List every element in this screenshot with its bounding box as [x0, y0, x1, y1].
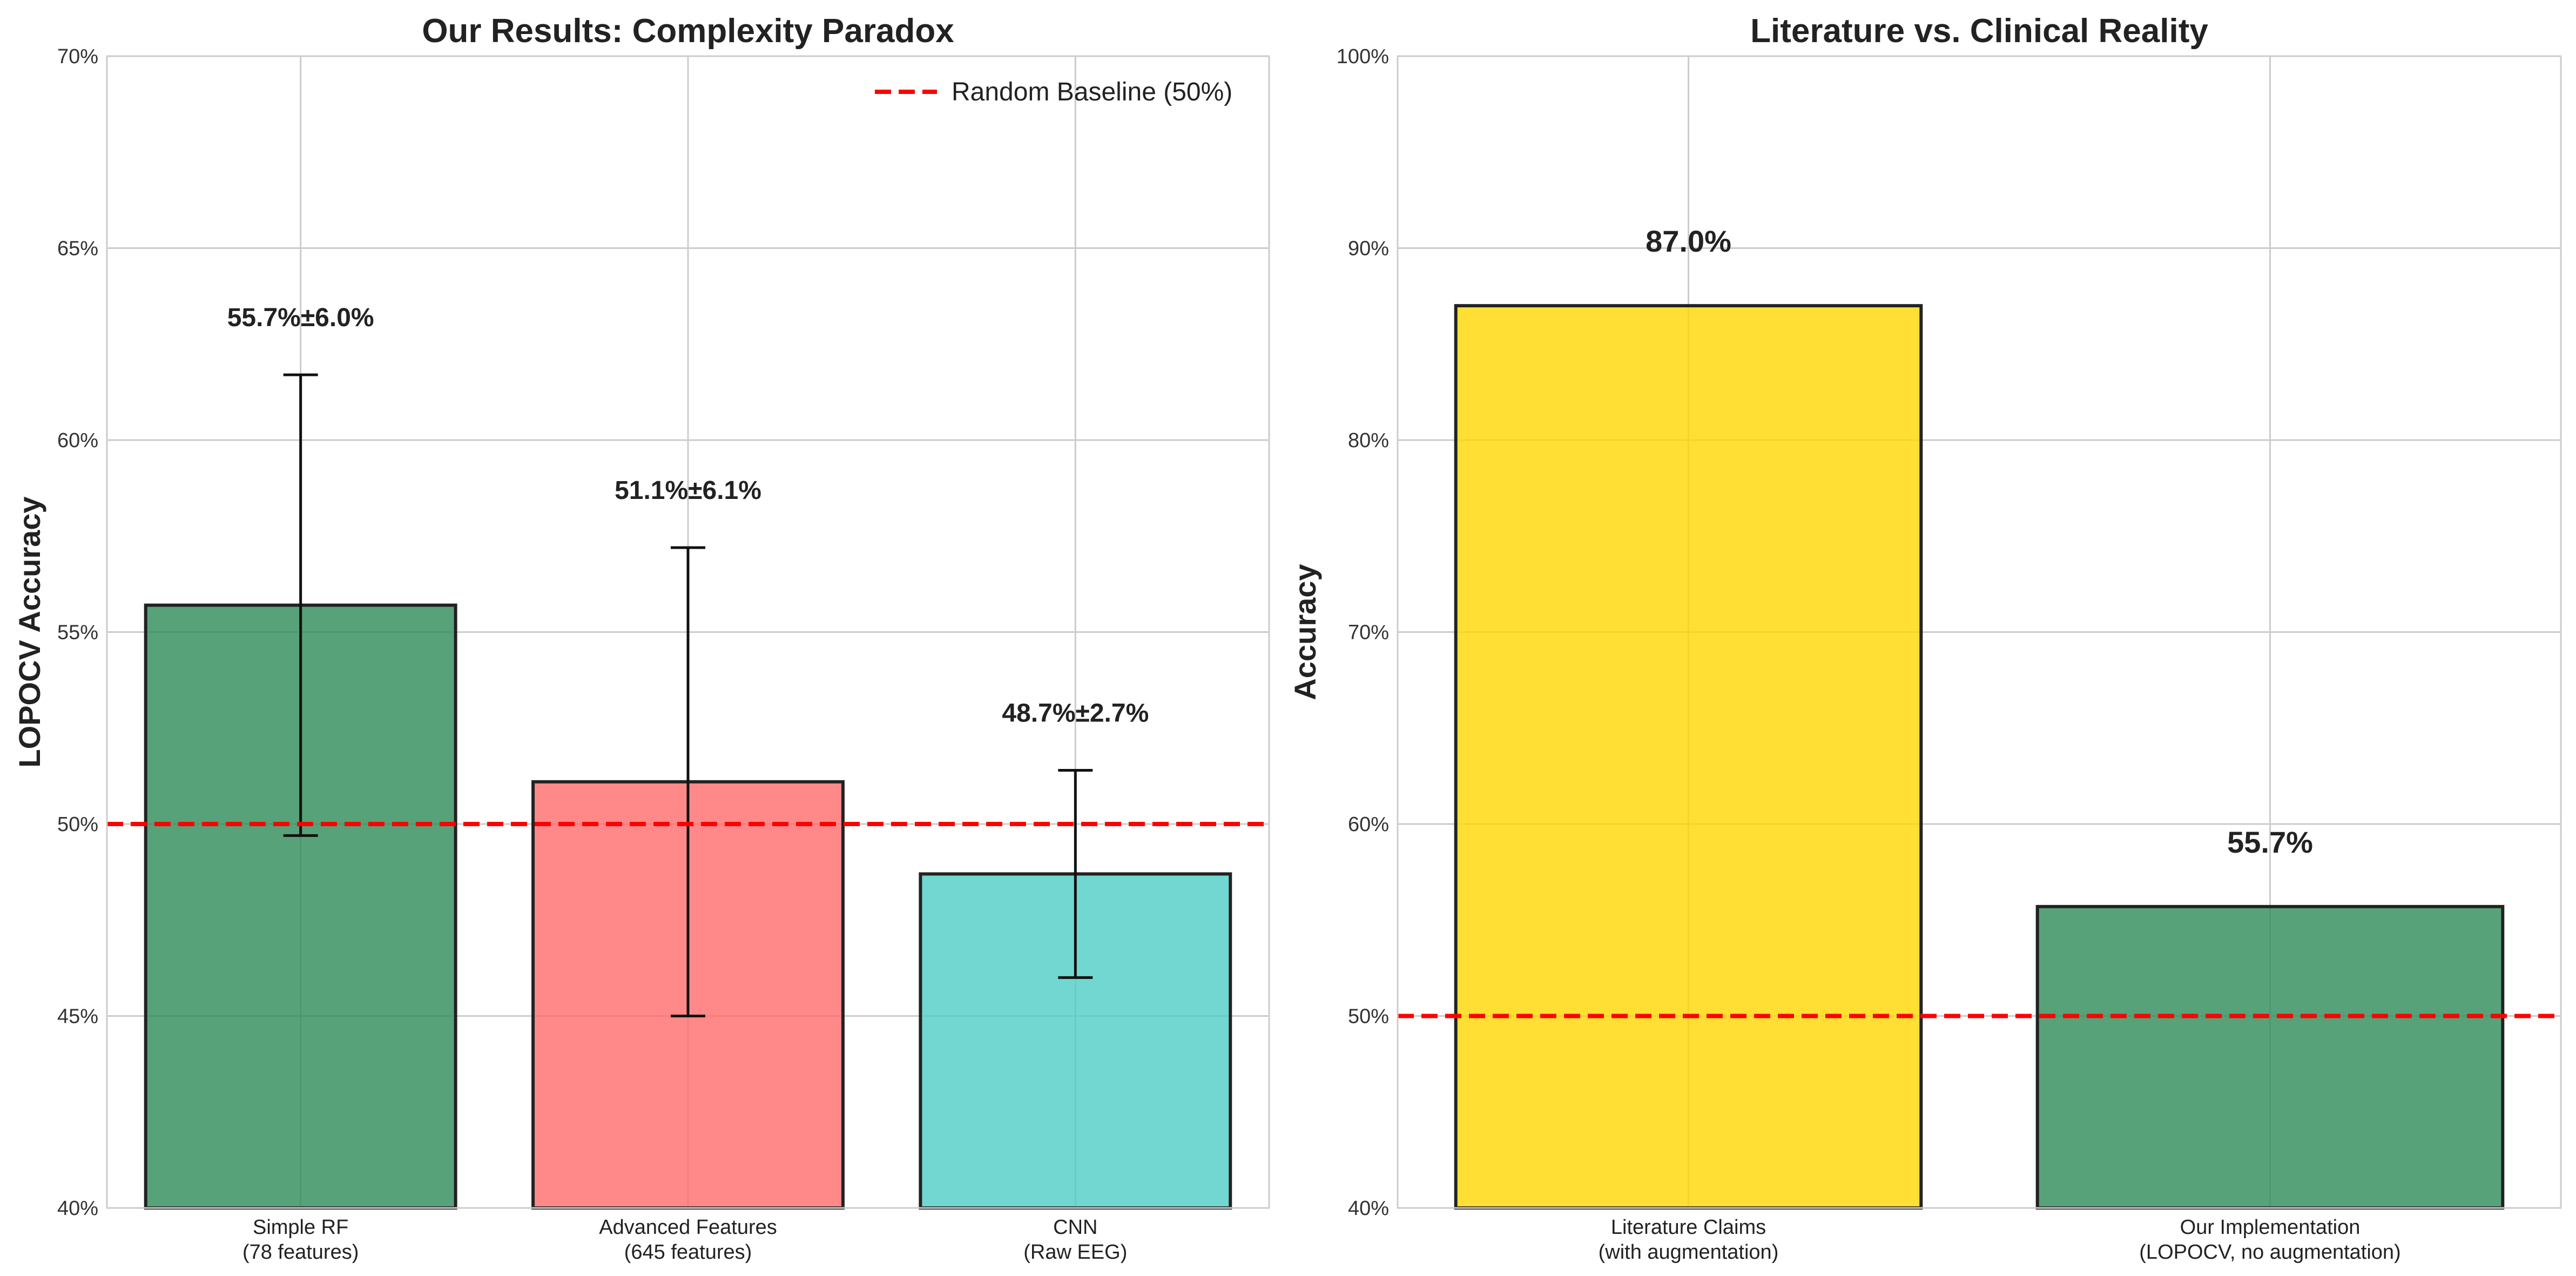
y-tick-label: 40% [1348, 1197, 1389, 1220]
y-tick-label: 40% [57, 1197, 98, 1220]
y-tick-label: 50% [57, 813, 98, 836]
bar-value-label: 55.7%±6.0% [227, 303, 374, 332]
left-legend: Random Baseline (50%) [875, 78, 1232, 106]
y-tick-label: 60% [57, 429, 98, 452]
x-tick-label: CNN (Raw EEG) [1023, 1216, 1127, 1264]
y-tick-label: 45% [57, 1005, 98, 1028]
plot-frame [1397, 55, 2562, 1209]
left-chart-title: Our Results: Complexity Paradox [422, 12, 954, 50]
legend-baseline-label: Random Baseline (50%) [952, 78, 1232, 106]
y-tick-label: 90% [1348, 238, 1389, 260]
x-tick-label: Advanced Features (645 features) [599, 1216, 777, 1264]
y-tick-label: 55% [57, 622, 98, 644]
error-bars [283, 373, 1093, 1017]
y-tick-label: 80% [1348, 429, 1389, 452]
left-y-axis-label: LOPOCV Accuracy [12, 496, 46, 767]
left-chart-panel: 40% 45% 50% 55% 60% 65% 70% Our Results: Compl… [12, 12, 1270, 1264]
bar-value-label: 48.7%±2.7% [1002, 699, 1149, 727]
y-tick-label: 70% [1348, 622, 1389, 644]
bar-value-label: 51.1%±6.1% [615, 476, 761, 505]
y-tick-label: 60% [1348, 813, 1389, 836]
bar-value-label: 87.0% [1646, 224, 1731, 258]
y-tick-label: 100% [1337, 45, 1389, 68]
bar [1454, 304, 1923, 1210]
right-y-axis-label: Accuracy [1288, 564, 1322, 700]
bar [2035, 904, 2505, 1210]
x-tick-label: Literature Claims (with augmentation) [1599, 1216, 1779, 1264]
x-tick-label: Simple RF (78 features) [242, 1216, 359, 1264]
y-tick-label: 65% [57, 238, 98, 260]
right-chart-title: Literature vs. Clinical Reality [1750, 12, 2208, 50]
right-bars [1454, 304, 2505, 1210]
plot-frame [106, 55, 1270, 1209]
y-tick-label: 50% [1348, 1005, 1389, 1028]
x-tick-label: Our Implementation (LOPOCV, no augmentati… [2139, 1216, 2400, 1264]
y-tick-label: 70% [57, 45, 98, 68]
bar-value-label: 55.7% [2227, 825, 2313, 859]
right-chart-panel: 40% 50% 60% 70% 80% 90% 100% Literature vs. Cl… [1288, 12, 2562, 1264]
